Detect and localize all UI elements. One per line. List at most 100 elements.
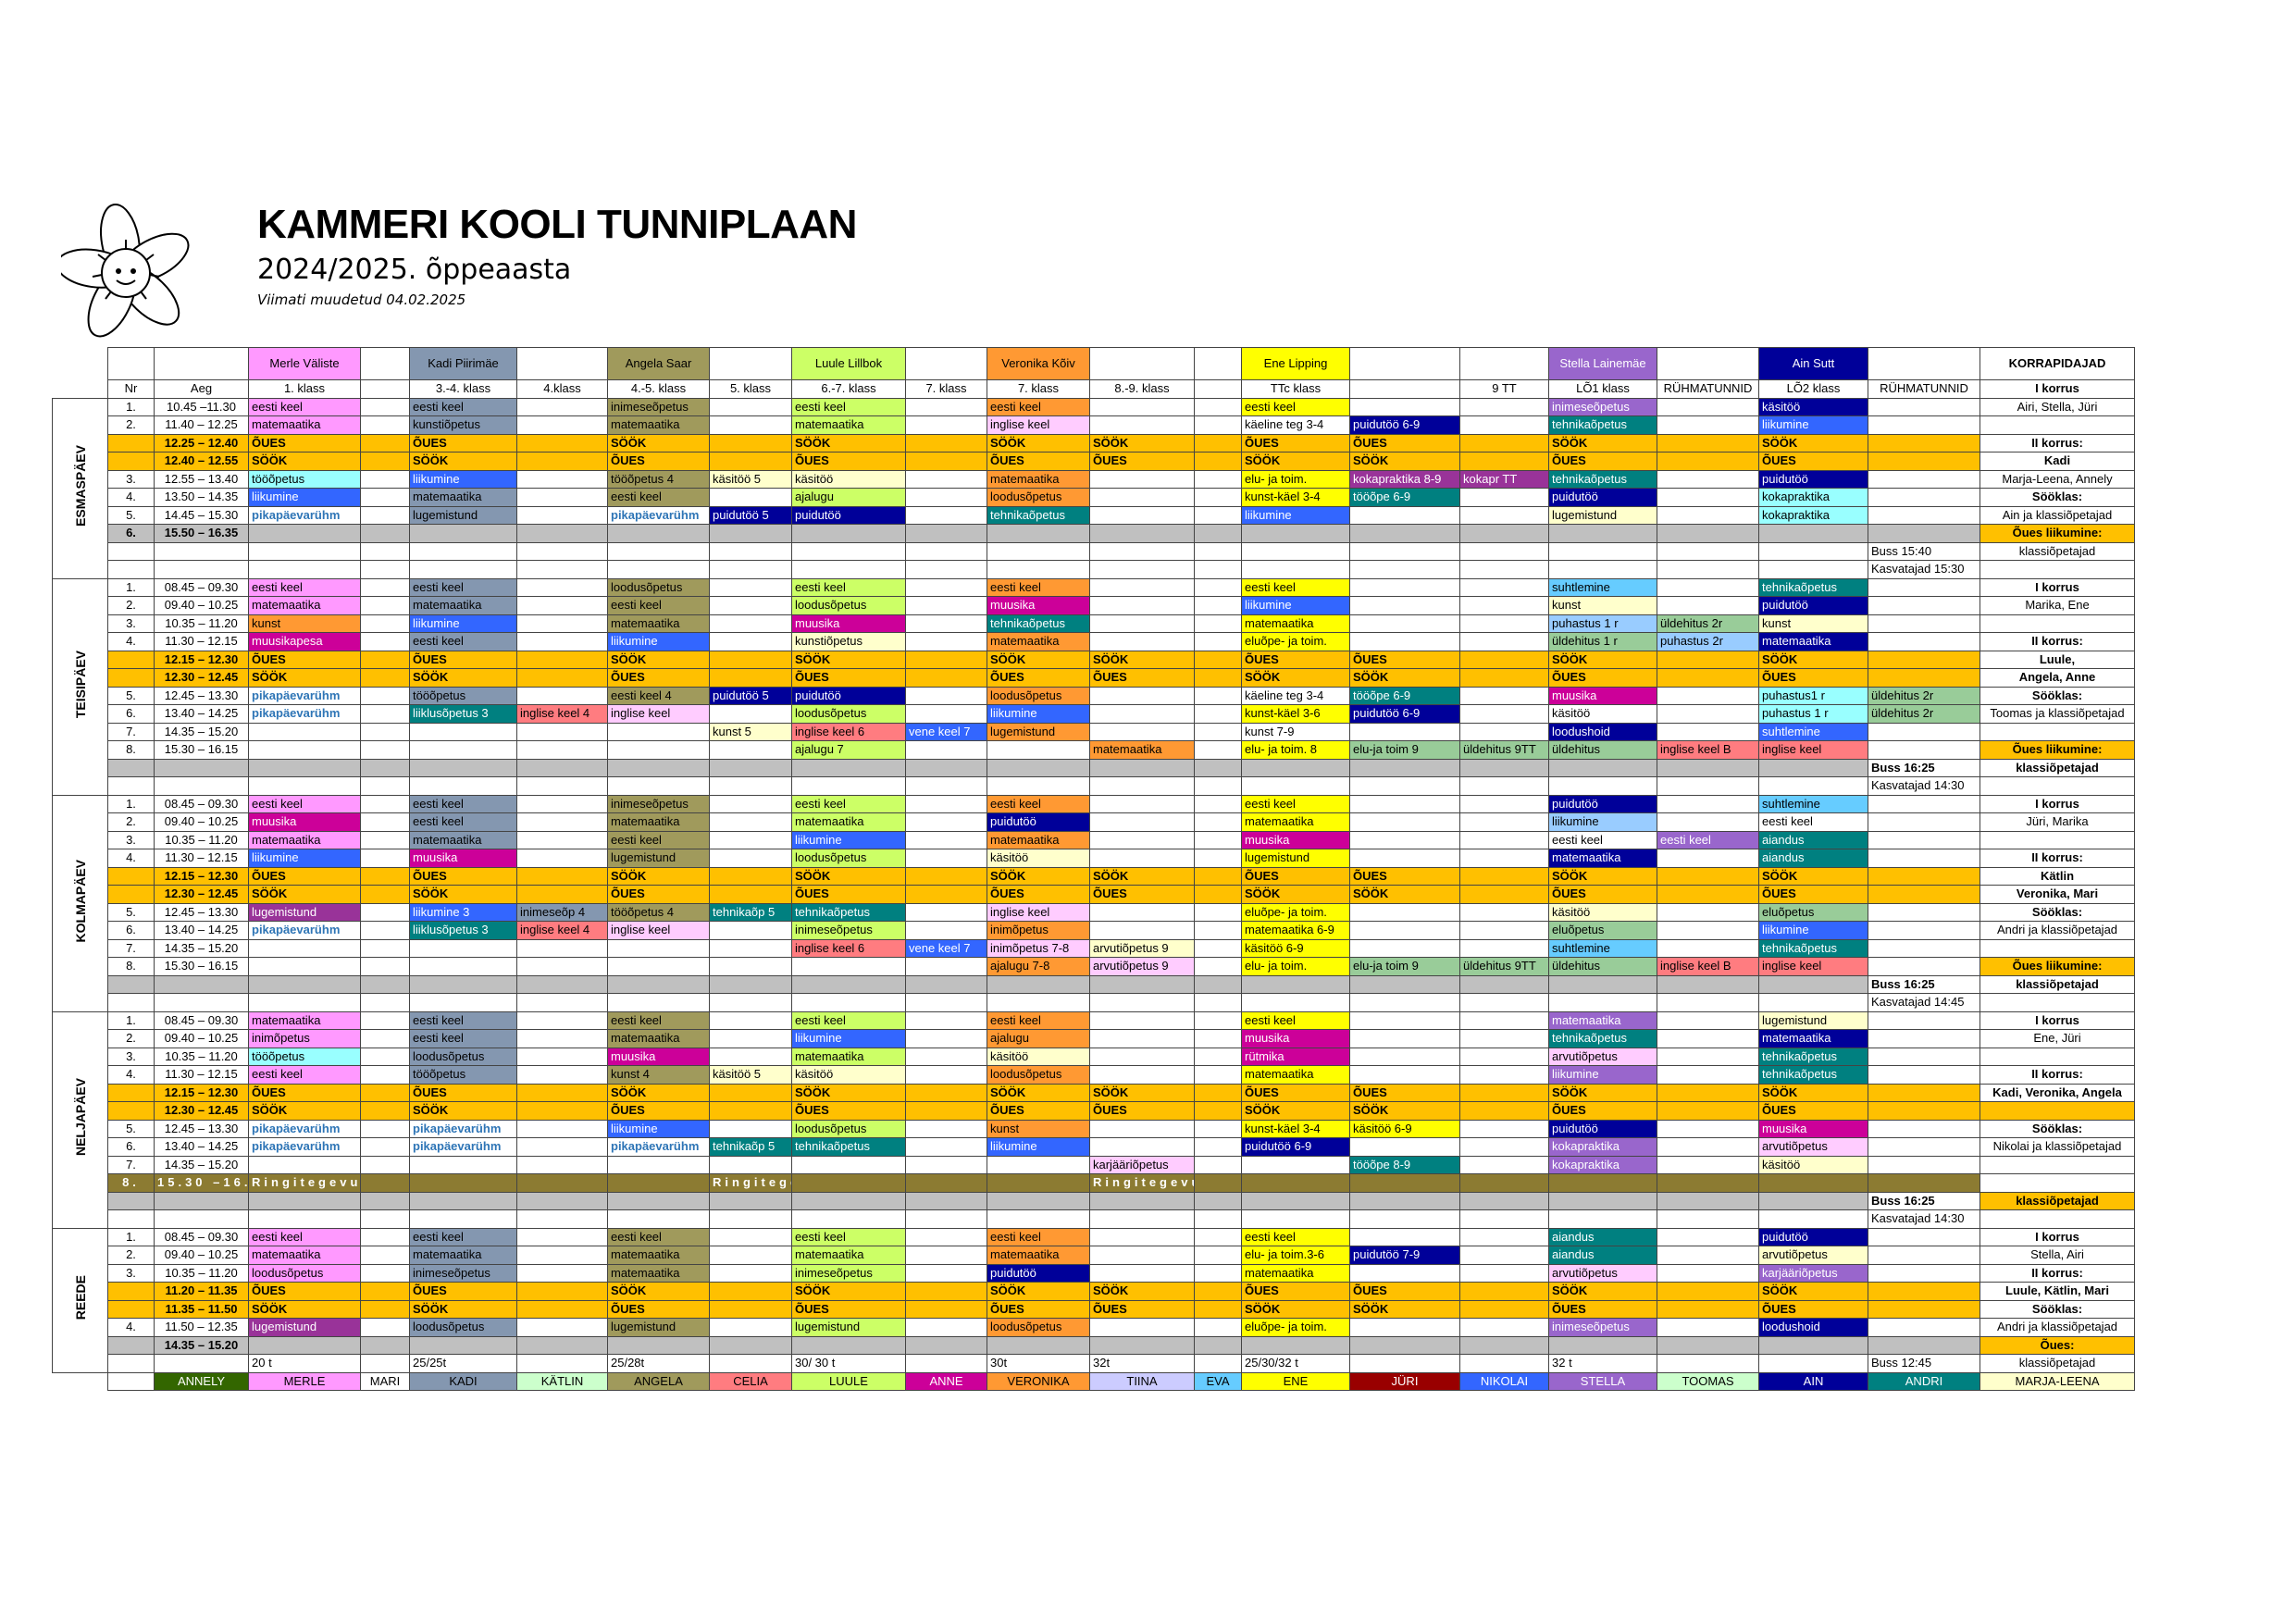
cell: puhastus 2r bbox=[1657, 632, 1759, 651]
cell bbox=[1459, 794, 1549, 813]
cell bbox=[1459, 1191, 1549, 1210]
day-name: NELJAPÄEV bbox=[72, 1078, 88, 1157]
cell: eesti keel bbox=[791, 1227, 906, 1246]
cell bbox=[1194, 830, 1242, 849]
cell: matemaatika bbox=[791, 415, 906, 435]
cell: kokapr TT bbox=[1459, 469, 1549, 489]
cell: käsitöö bbox=[1548, 902, 1657, 922]
cell: ÕUES bbox=[1548, 1101, 1657, 1121]
cell: Stella Lainemäe bbox=[1548, 347, 1657, 380]
cell bbox=[516, 577, 608, 597]
cell: üldehitus bbox=[1548, 957, 1657, 976]
cell bbox=[248, 957, 361, 976]
cell bbox=[1349, 794, 1460, 813]
cell bbox=[1089, 794, 1195, 813]
cell bbox=[1194, 397, 1242, 416]
cell bbox=[905, 866, 987, 886]
cell: 4. bbox=[107, 632, 155, 651]
cell bbox=[516, 1282, 608, 1301]
cell: kunst bbox=[987, 1119, 1090, 1138]
cell: SÖÖK bbox=[607, 866, 710, 886]
table-row: 12.15 – 12.30 ÕUES ÕUES SÖÖK SÖÖK SÖÖK SÖÖK ÕUE… bbox=[52, 650, 2135, 669]
cell: 20 t bbox=[248, 1354, 361, 1373]
empty-cell bbox=[53, 1372, 108, 1391]
cell bbox=[709, 1318, 792, 1337]
cell: matemaatika bbox=[791, 1246, 906, 1265]
cell bbox=[1868, 921, 1980, 940]
cell: Andri ja klassiõpetajad bbox=[1980, 1318, 2135, 1337]
cell: tehnikaõp 5 bbox=[709, 902, 792, 922]
cell: inimõpetus 7-8 bbox=[987, 938, 1090, 958]
cell bbox=[1349, 830, 1460, 849]
cell: matemaatika bbox=[987, 1246, 1090, 1265]
table-row: 20 t 25/25t 25/28t 30/ 30 t 30t 32t 25/30/32 t… bbox=[53, 1354, 2135, 1373]
cell bbox=[1089, 596, 1195, 615]
cell: 5. bbox=[107, 902, 155, 922]
cell: kunst bbox=[1758, 614, 1868, 633]
cell bbox=[1194, 704, 1242, 724]
cell: liikumine bbox=[791, 1029, 906, 1048]
cell bbox=[1758, 1191, 1868, 1210]
cell: inglise keel B bbox=[1657, 957, 1759, 976]
cell: ÕUES bbox=[607, 1299, 710, 1319]
cell: Angela, Anne bbox=[1980, 668, 2135, 688]
cell bbox=[516, 1335, 608, 1355]
cell bbox=[1657, 1227, 1759, 1246]
cell bbox=[1194, 686, 1242, 705]
cell: klassiõpetajad bbox=[1980, 758, 2135, 777]
cell bbox=[360, 560, 410, 579]
cell bbox=[516, 524, 608, 543]
cell: liiklusõpetus 3 bbox=[409, 921, 517, 940]
cell bbox=[1980, 776, 2135, 796]
cell bbox=[1349, 577, 1460, 597]
cell: üldehitus bbox=[1548, 740, 1657, 760]
cell bbox=[905, 1047, 987, 1066]
cell: Toomas ja klassiõpetajad bbox=[1980, 704, 2135, 724]
cell: matemaatika bbox=[1758, 1029, 1868, 1048]
cell: ÕUES bbox=[1349, 433, 1460, 452]
cell bbox=[905, 1083, 987, 1102]
cell: SÖÖK bbox=[1089, 866, 1195, 886]
cell bbox=[1657, 849, 1759, 868]
cell: 25/25t bbox=[409, 1354, 517, 1373]
cell bbox=[1241, 560, 1350, 579]
cell bbox=[1089, 686, 1195, 705]
cell: ANGELA bbox=[607, 1371, 710, 1391]
cell bbox=[607, 722, 710, 741]
cell: kokapraktika bbox=[1758, 488, 1868, 507]
cell: SÖÖK bbox=[1089, 650, 1195, 669]
table-row: 5. 12.45 – 13.30 pikapäevarühm tööõpetus ees… bbox=[53, 686, 2135, 705]
cell bbox=[1868, 1101, 1980, 1121]
cell bbox=[516, 668, 608, 688]
cell bbox=[1459, 1282, 1549, 1301]
cell bbox=[409, 776, 517, 796]
cell bbox=[1194, 488, 1242, 507]
cell bbox=[360, 415, 410, 435]
table-row: 3. 10.35 – 11.20 tööõpetus loodusõpetus muus… bbox=[53, 1047, 2135, 1066]
cell: puidutöö bbox=[1758, 469, 1868, 489]
cell: Õues liikumine: bbox=[1980, 524, 2135, 543]
cell bbox=[987, 740, 1090, 760]
cell bbox=[1657, 397, 1759, 416]
cell: tööõpetus 4 bbox=[607, 902, 710, 922]
table-row: 6. 13.40 – 14.25 pikapäevarühm liiklusõpetu… bbox=[53, 704, 2135, 724]
cell: ÕUES bbox=[791, 452, 906, 471]
cell: Luule Lillbok bbox=[791, 347, 906, 380]
cell: ÕUES bbox=[409, 866, 517, 886]
timetable-body: Merle Väliste Kadi Piirimäe Angela Saar Luu… bbox=[52, 347, 2135, 1391]
cell: 11.20 – 11.35 bbox=[154, 1282, 249, 1301]
cell bbox=[709, 758, 792, 777]
cell: ÕUES bbox=[1758, 452, 1868, 471]
cell: SÖÖK bbox=[1089, 1083, 1195, 1102]
cell: eesti keel bbox=[1657, 830, 1759, 849]
cell bbox=[1349, 524, 1460, 543]
cell: Õues liikumine: bbox=[1980, 957, 2135, 976]
table-row: 5. 12.45 – 13.30 lugemistund liikumine 3 ini… bbox=[53, 902, 2135, 922]
cell: SÖÖK bbox=[607, 1083, 710, 1102]
cell: KORRAPIDAJAD bbox=[1980, 347, 2135, 380]
cell bbox=[1194, 1209, 1242, 1229]
cell: kunstiõpetus bbox=[791, 632, 906, 651]
cell: 8.-9. klass bbox=[1089, 379, 1195, 399]
cell bbox=[709, 452, 792, 471]
cell: eesti keel bbox=[607, 488, 710, 507]
